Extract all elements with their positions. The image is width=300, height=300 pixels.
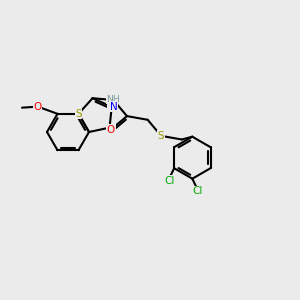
Text: NH: NH xyxy=(106,94,120,103)
Text: O: O xyxy=(107,124,115,135)
Text: O: O xyxy=(34,102,42,112)
Text: S: S xyxy=(75,109,82,119)
Text: N: N xyxy=(110,102,118,112)
Text: S: S xyxy=(158,131,164,141)
Text: N: N xyxy=(108,102,116,112)
Text: Cl: Cl xyxy=(164,176,174,186)
Text: Cl: Cl xyxy=(192,186,202,196)
